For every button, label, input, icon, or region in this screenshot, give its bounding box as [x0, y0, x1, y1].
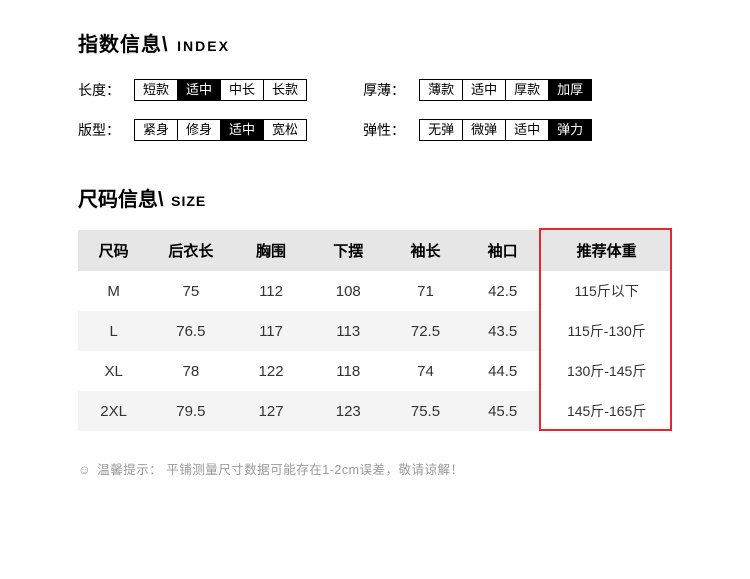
table-row: M751121087142.5115斤以下 [78, 271, 672, 311]
size-table: 尺码后衣长胸围下摆袖长袖口推荐体重M751121087142.5115斤以下L7… [78, 230, 672, 431]
size-cell: 127 [232, 391, 309, 431]
attr-label-right: 厚薄： [363, 80, 419, 100]
attr-option[interactable]: 适中 [221, 120, 264, 140]
size-cell: 108 [310, 271, 387, 311]
size-title-cn: 尺码信息\ [78, 189, 164, 211]
size-col-header: 袖口 [464, 230, 541, 271]
size-cell: 123 [310, 391, 387, 431]
size-cell: 71 [387, 271, 464, 311]
size-cell: 45.5 [464, 391, 541, 431]
size-cell: L [78, 311, 149, 351]
size-cell: 122 [232, 351, 309, 391]
size-cell: M [78, 271, 149, 311]
attr-options-left: 短款适中中长长款 [134, 79, 307, 101]
size-cell: 2XL [78, 391, 149, 431]
attr-option[interactable]: 微弹 [463, 120, 506, 140]
attr-option[interactable]: 无弹 [420, 120, 463, 140]
size-cell: 112 [232, 271, 309, 311]
size-cell: 117 [232, 311, 309, 351]
index-title-cn: 指数信息\ [78, 34, 169, 56]
smile-icon: ☺ [78, 463, 91, 477]
size-cell: 76.5 [149, 311, 232, 351]
size-cell: 74 [387, 351, 464, 391]
attr-option[interactable]: 长款 [264, 80, 306, 100]
size-cell: 44.5 [464, 351, 541, 391]
recommend-cell: 115斤以下 [541, 271, 672, 311]
attr-option[interactable]: 适中 [463, 80, 506, 100]
attr-option[interactable]: 薄款 [420, 80, 463, 100]
attr-label-left: 版型： [78, 120, 134, 140]
size-cell: 78 [149, 351, 232, 391]
size-table-wrap: 尺码后衣长胸围下摆袖长袖口推荐体重M751121087142.5115斤以下L7… [78, 230, 672, 431]
size-col-header: 胸围 [232, 230, 309, 271]
attr-options-left: 紧身修身适中宽松 [134, 119, 307, 141]
recommend-cell: 145斤-165斤 [541, 391, 672, 431]
attr-option[interactable]: 宽松 [264, 120, 306, 140]
table-row: 2XL79.512712375.545.5145斤-165斤 [78, 391, 672, 431]
size-cell: 43.5 [464, 311, 541, 351]
attr-row: 版型：紧身修身适中宽松弹性：无弹微弹适中弹力 [78, 119, 672, 141]
size-cell: 79.5 [149, 391, 232, 431]
attr-option[interactable]: 短款 [135, 80, 178, 100]
attr-options-right: 无弹微弹适中弹力 [419, 119, 592, 141]
index-title-en: INDEX [177, 38, 230, 54]
note-label: 温馨提示： [97, 463, 162, 477]
size-cell: 42.5 [464, 271, 541, 311]
size-cell: 72.5 [387, 311, 464, 351]
attr-option[interactable]: 适中 [506, 120, 549, 140]
note: ☺ 温馨提示： 平铺测量尺寸数据可能存在1-2cm误差，敬请谅解！ [78, 459, 672, 478]
table-row: XL781221187444.5130斤-145斤 [78, 351, 672, 391]
size-col-header: 后衣长 [149, 230, 232, 271]
attr-option[interactable]: 加厚 [549, 80, 591, 100]
attr-option[interactable]: 适中 [178, 80, 221, 100]
attr-option[interactable]: 弹力 [549, 120, 591, 140]
size-cell: XL [78, 351, 149, 391]
size-col-header: 推荐体重 [541, 230, 672, 271]
attr-row: 长度：短款适中中长长款厚薄：薄款适中厚款加厚 [78, 79, 672, 101]
attr-option[interactable]: 厚款 [506, 80, 549, 100]
size-section: 尺码信息\ SIZE 尺码后衣长胸围下摆袖长袖口推荐体重M75112108714… [78, 183, 672, 478]
attr-options-right: 薄款适中厚款加厚 [419, 79, 592, 101]
recommend-cell: 130斤-145斤 [541, 351, 672, 391]
attr-label-left: 长度： [78, 80, 134, 100]
index-title: 指数信息\ INDEX [78, 28, 672, 57]
recommend-cell: 115斤-130斤 [541, 311, 672, 351]
attr-label-right: 弹性： [363, 120, 419, 140]
attr-option[interactable]: 修身 [178, 120, 221, 140]
note-text: 平铺测量尺寸数据可能存在1-2cm误差，敬请谅解！ [166, 463, 463, 477]
index-attributes: 长度：短款适中中长长款厚薄：薄款适中厚款加厚版型：紧身修身适中宽松弹性：无弹微弹… [78, 79, 672, 141]
attr-option[interactable]: 紧身 [135, 120, 178, 140]
table-row: L76.511711372.543.5115斤-130斤 [78, 311, 672, 351]
attr-option[interactable]: 中长 [221, 80, 264, 100]
size-cell: 113 [310, 311, 387, 351]
size-cell: 75.5 [387, 391, 464, 431]
size-col-header: 下摆 [310, 230, 387, 271]
size-title-en: SIZE [171, 193, 206, 209]
size-cell: 75 [149, 271, 232, 311]
size-title: 尺码信息\ SIZE [78, 183, 672, 212]
size-cell: 118 [310, 351, 387, 391]
size-col-header: 袖长 [387, 230, 464, 271]
size-col-header: 尺码 [78, 230, 149, 271]
